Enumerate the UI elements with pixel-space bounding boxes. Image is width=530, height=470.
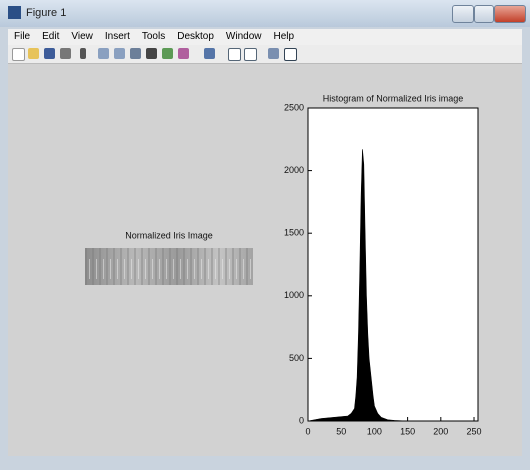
y-tick-label: 500 [289, 353, 304, 363]
menu-item[interactable]: Desktop [177, 31, 214, 42]
cursor-icon[interactable] [80, 48, 86, 59]
print-icon[interactable] [60, 48, 71, 59]
app-icon [8, 6, 21, 19]
y-tick-label: 2500 [284, 102, 304, 112]
menu-item[interactable]: File [14, 31, 31, 42]
image-title: Normalized Iris Image [125, 230, 213, 240]
x-tick-label: 50 [336, 426, 346, 436]
y-tick-label: 1500 [284, 228, 304, 238]
brush-icon[interactable] [178, 48, 189, 59]
link-icon[interactable] [204, 48, 215, 59]
datacursor-icon[interactable] [162, 48, 173, 59]
menu-item[interactable]: Window [225, 31, 262, 42]
y-tick-label: 0 [299, 415, 304, 425]
x-tick-label: 150 [400, 426, 415, 436]
open-icon[interactable] [28, 48, 39, 59]
menu-item[interactable]: View [71, 31, 93, 42]
menu-item[interactable]: Insert [104, 31, 130, 42]
figure-canvas: Normalized Iris Image Histogram of Norma… [8, 64, 522, 456]
new-icon[interactable] [12, 48, 25, 61]
rotate-icon[interactable] [146, 48, 157, 59]
close-button[interactable] [494, 5, 526, 23]
zoom-in-icon[interactable] [98, 48, 109, 59]
chart-title: Histogram of Normalized Iris image [323, 93, 464, 103]
x-tick-label: 0 [305, 426, 310, 436]
iris-texture [85, 248, 253, 285]
histogram-area [307, 149, 478, 422]
plot-area [308, 108, 478, 421]
save-icon[interactable] [44, 48, 55, 59]
x-tick-label: 250 [467, 426, 482, 436]
menu-bar: File Edit View Insert Tools Desktop Window Help [8, 29, 522, 45]
x-tick-label: 100 [367, 426, 382, 436]
toolbar [8, 45, 522, 64]
menu-item[interactable]: Help [273, 31, 295, 42]
x-tick-label: 200 [433, 426, 448, 436]
window-title: Figure 1 [26, 7, 67, 19]
maximize-button[interactable] [474, 5, 494, 23]
legend-icon[interactable] [244, 48, 257, 61]
show-tools-icon[interactable] [284, 48, 297, 61]
hide-tools-icon[interactable] [268, 48, 279, 59]
axes-box [307, 107, 479, 422]
zoom-out-icon[interactable] [114, 48, 125, 59]
menu-item[interactable]: Edit [42, 31, 60, 42]
minimize-button[interactable] [452, 5, 474, 23]
colorbar-icon[interactable] [228, 48, 241, 61]
y-tick-label: 2000 [284, 165, 304, 175]
menu-item[interactable]: Tools [141, 31, 166, 42]
pan-icon[interactable] [130, 48, 141, 59]
title-bar: Figure 1 [0, 0, 530, 27]
y-tick-label: 1000 [284, 290, 304, 300]
